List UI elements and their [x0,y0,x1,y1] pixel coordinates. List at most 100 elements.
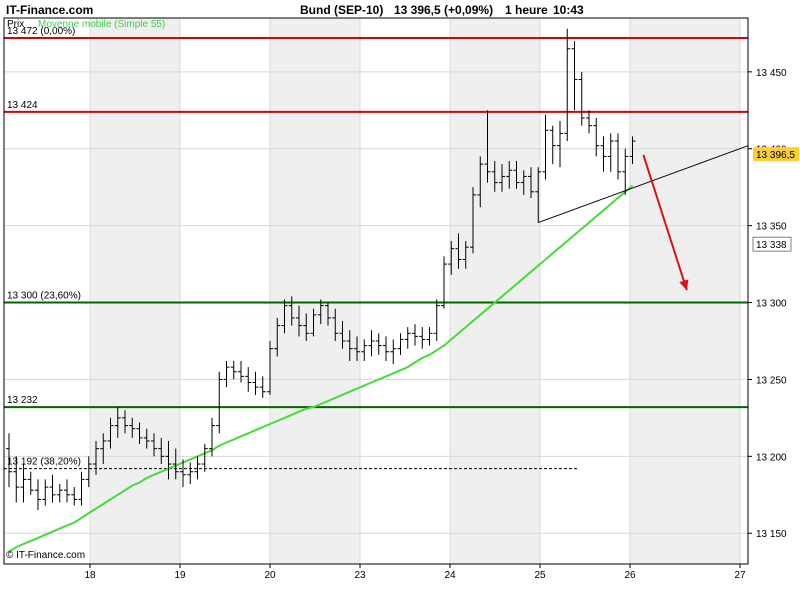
ohlc-bar-64 [470,187,476,254]
ohlc-bar-24 [180,459,186,488]
ohlc-bar-66 [484,110,491,183]
ohlc-bar-0 [6,433,12,488]
ohlc-bar-40 [296,305,302,337]
x-tick-label-0: 18 [84,570,96,581]
ohlc-bar-9 [71,487,78,506]
ohlc-bar-32 [238,360,244,383]
ohlc-bar-36 [267,340,273,395]
ohlc-bar-61 [448,241,455,275]
ohlc-bar-71 [520,170,527,195]
price-badge-label: 13 396,5 [756,150,795,161]
ohlc-bar-28 [209,417,215,457]
ohlc-bar-65 [477,156,484,208]
ohlc-bar-68 [499,164,505,192]
ohlc-bar-47 [346,330,353,361]
y-tick-label-6: 13 450 [756,68,787,79]
day-band-1 [270,18,360,564]
ohlc-bar-2 [20,464,27,503]
ohlc-bar-8 [64,479,70,503]
down-arrow-shaft [642,154,688,291]
ohlc-bar-54 [397,333,404,355]
ohlc-bar-5 [42,479,49,506]
y-tick-label-2: 13 250 [756,375,787,386]
ohlc-bar-1 [13,456,20,503]
ohlc-bar-72 [528,167,534,198]
down-arrow-head [679,279,689,291]
ohlc-bar-57 [419,327,426,349]
level-label-level-13192: 13 192 (38,20%) [7,457,81,468]
y-tick-label-0: 13 150 [756,529,787,540]
interval-label: 1 heure [505,3,548,17]
ohlc-bar-75 [549,125,556,165]
last-price-label: 13 396,5 (+0,09%) [394,3,493,17]
level-label-resistance-13472: 13 472 (0,00%) [7,26,75,37]
x-tick-label-6: 26 [624,570,636,581]
moving-average-line [8,184,634,553]
ohlc-bar-27 [201,444,208,472]
ohlc-bar-45 [332,308,339,341]
ohlc-bar-46 [339,320,346,349]
ohlc-bar-13 [100,433,107,465]
horizontal-levels: 13 472 (0,00%) 13 424 13 300 (23,60%) 13 23… [4,26,748,470]
ohlc-bar-26 [194,456,201,480]
site-title: IT-Finance.com [6,3,93,17]
price-badge-box [753,147,799,162]
ohlc-bar-21 [158,437,165,465]
ohlc-bar-4 [35,479,41,511]
level-label-resistance-13424: 13 424 [7,100,38,111]
ohlc-bar-78 [571,41,578,111]
ohlc-bar-82 [600,136,607,172]
day-bands [90,18,740,564]
ohlc-bar-11 [85,456,92,488]
legend-price: Prix [7,19,24,30]
ohlc-bar-39 [288,296,295,326]
value-badges: 13 396,5 13 338 [752,147,799,252]
x-tick-label-1: 19 [174,570,186,581]
ohlc-bar-74 [542,114,549,180]
x-tick-label-2: 20 [264,570,276,581]
ohlc-bar-81 [593,117,600,157]
ohlc-bar-51 [375,333,382,355]
ohlc-bar-31 [230,360,237,380]
ohlc-bar-55 [404,327,411,349]
ohlc-bar-69 [506,161,513,189]
plot-area: 13 472 (0,00%) 13 424 13 300 (23,60%) 13 23… [3,17,749,565]
ohlc-bar-17 [129,417,136,438]
ohlc-bar-63 [462,241,469,269]
x-tick-label-3: 23 [354,570,366,581]
ohlc-bar-83 [607,133,614,172]
ohlc-bar-34 [252,371,259,395]
ohlc-bar-18 [136,422,143,445]
ohlc-bar-42 [310,308,317,337]
ohlc-bar-7 [56,484,63,503]
moving-average [8,184,634,553]
ohlc-bar-53 [390,339,397,365]
ohlc-bar-76 [557,121,563,168]
time-label: 10:43 [553,3,584,17]
y-tick-label-1: 13 200 [756,452,787,463]
ohlc-bar-6 [49,474,56,503]
trendline [538,145,749,224]
ohlc-bar-85 [622,148,629,195]
ohlc-bar-44 [325,302,331,326]
ohlc-bar-84 [615,133,621,180]
ohlc-bar-30 [223,360,230,388]
ohlc-bar-41 [303,313,310,341]
ohlc-bar-80 [586,110,592,134]
ohlc-bar-59 [433,299,440,341]
ohlc-bar-38 [281,299,288,334]
x-tick-label-5: 25 [534,570,546,581]
ohlc-bar-79 [578,71,585,126]
day-band-3 [630,18,740,564]
ma-badge-box [752,236,792,252]
ohlc-bar-56 [412,324,418,346]
ohlc-bar-22 [165,440,172,480]
ohlc-bar-16 [122,410,128,434]
ohlc-bar-50 [368,330,375,357]
drawings [538,145,749,291]
ohlc-bar-70 [513,161,520,189]
ohlc-bar-35 [259,376,266,398]
ohlc-bar-20 [151,433,157,457]
ohlc-bar-62 [455,233,462,269]
